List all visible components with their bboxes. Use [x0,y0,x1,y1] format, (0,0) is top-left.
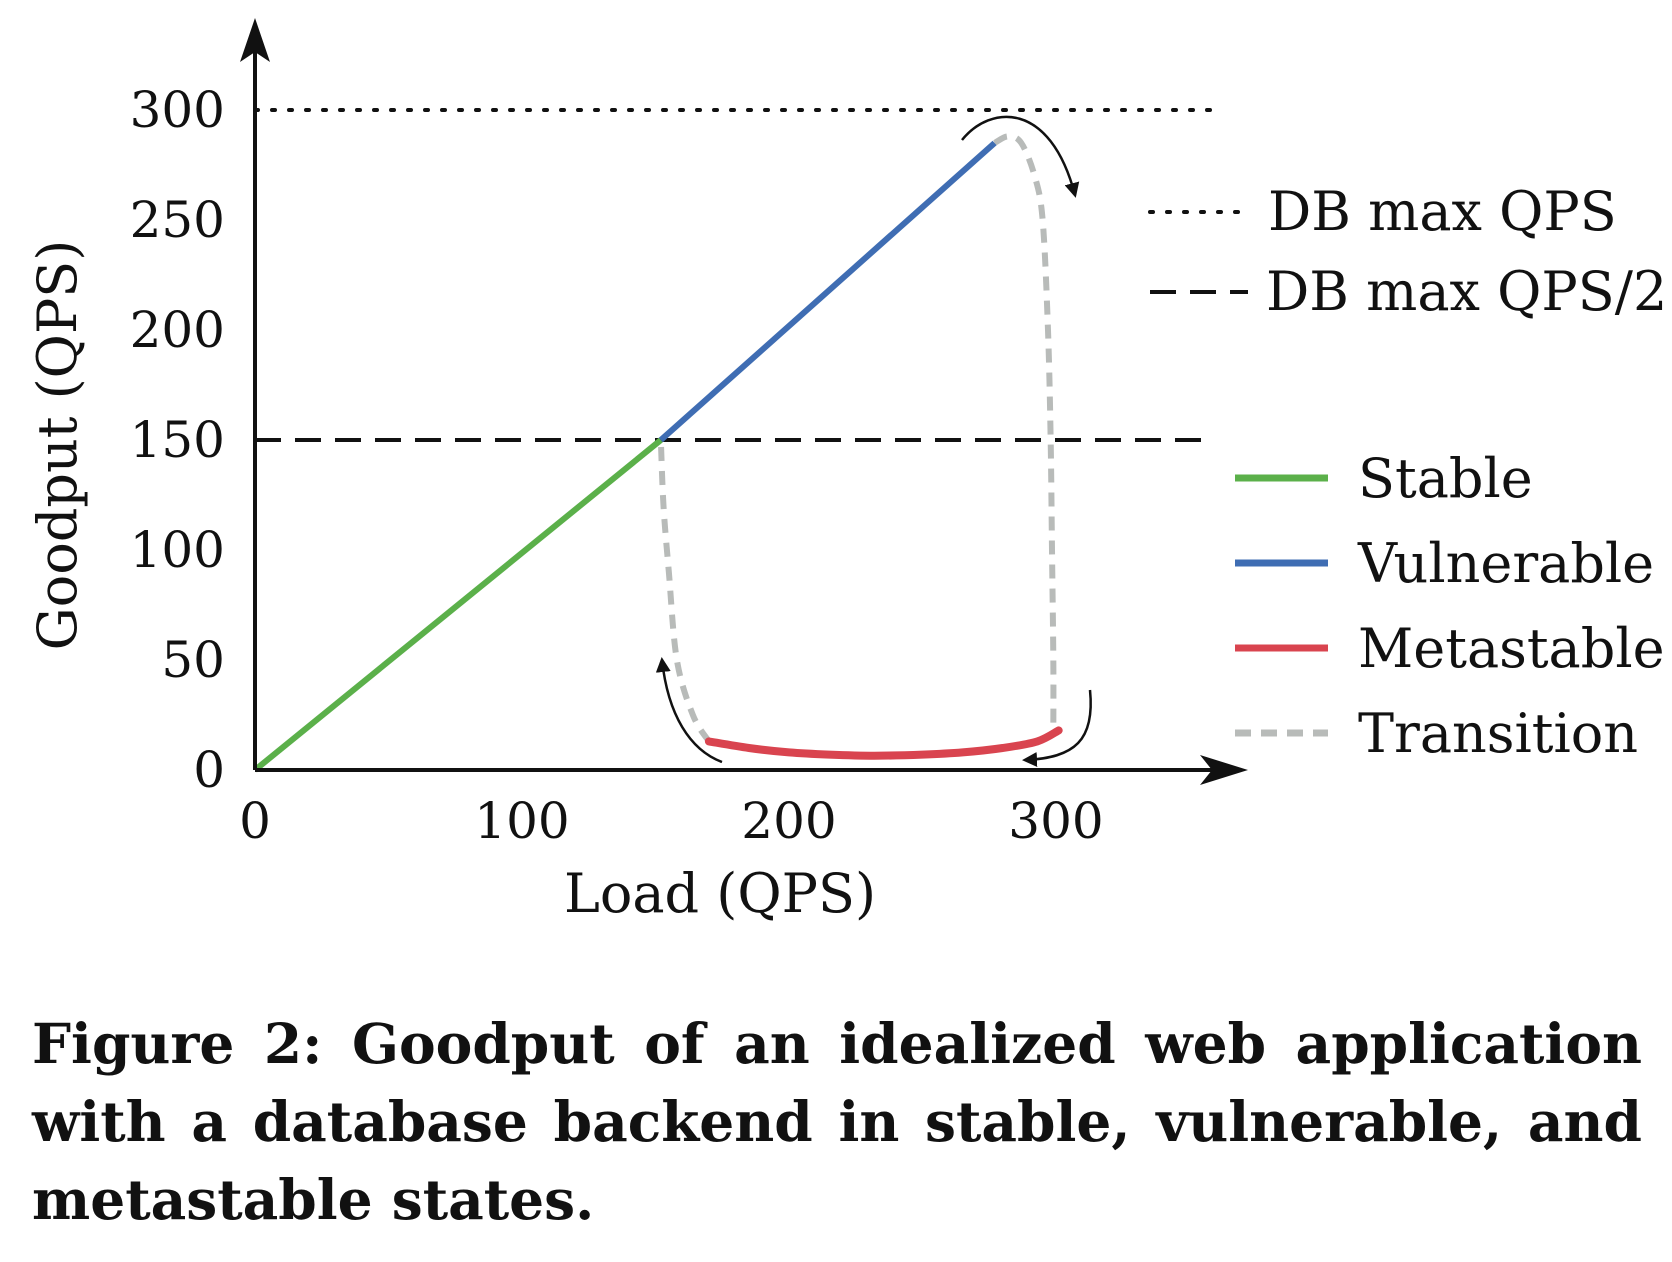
x-tick-label: 300 [1008,792,1103,850]
legend-label-vulnerable: Vulnerable [1357,532,1654,595]
legend-label-stable: Stable [1358,447,1533,510]
y-tick-label: 0 [193,741,225,799]
transition-arrow-bottom-right-icon [1022,689,1092,768]
y-tick-label: 250 [130,191,225,249]
reference-legend: DB max QPS DB max QPS/2 [1148,180,1667,323]
legend-label-db-max-qps: DB max QPS [1268,180,1617,243]
legend-label-transition: Transition [1358,702,1638,765]
y-tick-label: 100 [130,521,225,579]
x-tick-label: 100 [474,792,569,850]
x-tick-label: 0 [239,792,271,850]
series-legend: Stable Vulnerable Metastable Transition [1235,447,1665,765]
vulnerable-series [658,140,997,443]
y-tick-label: 200 [130,301,225,359]
x-axis-title: Load (QPS) [564,862,876,925]
transition-series [993,133,1057,731]
y-tick-label: 300 [130,81,225,139]
figure-caption: Figure 2: Goodput of an idealized web ap… [32,1011,1642,1232]
x-tick-labels: 0 100 200 300 [239,792,1104,850]
x-tick-label: 200 [741,792,836,850]
y-tick-labels: 0 50 100 150 200 250 300 [130,81,225,799]
y-axis-arrow-icon [240,18,270,62]
legend-label-metastable: Metastable [1358,617,1665,680]
y-axis-title: Goodput (QPS) [26,240,89,651]
stable-series [253,437,663,773]
transition-arrow-bottom-left-icon [655,657,723,764]
transition-return-series [657,439,712,744]
metastable-series [704,726,1063,760]
y-tick-label: 50 [161,631,225,689]
y-tick-label: 150 [130,411,225,469]
transition-arrow-top-icon [961,115,1080,198]
x-axis-arrow-icon [1200,755,1248,785]
legend-label-db-max-half-qps: DB max QPS/2 [1266,260,1667,323]
